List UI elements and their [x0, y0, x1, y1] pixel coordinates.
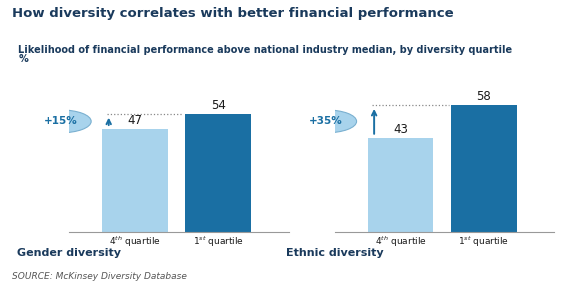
Text: +15%: +15%	[44, 116, 77, 127]
Text: 47: 47	[128, 114, 143, 127]
Text: 43: 43	[393, 123, 408, 135]
Ellipse shape	[30, 110, 91, 133]
Bar	[451, 105, 516, 232]
Text: Gender diversity: Gender diversity	[17, 248, 121, 258]
Text: Ethnic diversity: Ethnic diversity	[286, 248, 384, 258]
Text: 58: 58	[477, 90, 491, 103]
Bar	[368, 138, 433, 232]
Text: Likelihood of financial performance above national industry median, by diversity: Likelihood of financial performance abov…	[18, 45, 512, 55]
Bar	[185, 114, 251, 232]
Ellipse shape	[295, 110, 357, 133]
Bar	[102, 129, 168, 232]
Text: +35%: +35%	[309, 116, 343, 127]
Text: SOURCE: McKinsey Diversity Database: SOURCE: McKinsey Diversity Database	[12, 272, 186, 281]
Text: How diversity correlates with better financial performance: How diversity correlates with better fin…	[12, 7, 453, 20]
Text: 54: 54	[211, 99, 226, 112]
Text: %: %	[18, 54, 28, 64]
